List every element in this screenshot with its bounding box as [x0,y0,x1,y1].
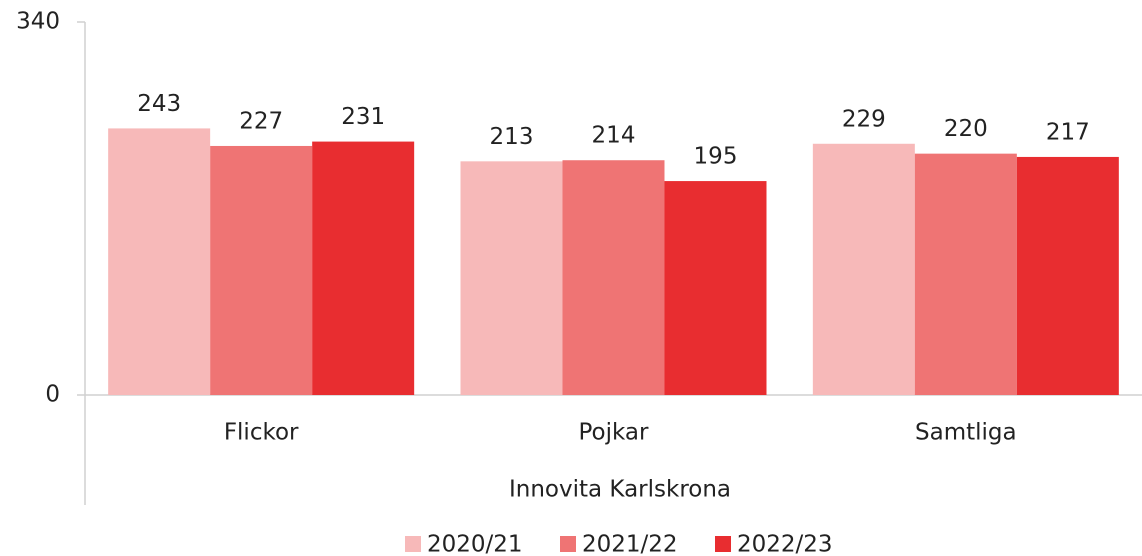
value-label: 231 [341,104,385,130]
bar [562,160,665,395]
value-label: 217 [1046,119,1090,145]
value-label: 243 [137,91,181,117]
legend-swatch [560,536,576,552]
bar [210,145,313,395]
bar [812,143,915,395]
legend-swatch [715,536,731,552]
bar [460,161,563,395]
legend-label: 2020/21 [427,532,523,556]
bar [312,141,415,395]
bar [914,153,1017,395]
x-tick-label: Samtliga [915,420,1017,446]
bar [664,181,767,395]
value-label: 213 [490,124,534,150]
bar [108,128,211,395]
x-tick-label: Pojkar [579,420,650,446]
value-label: 195 [694,144,738,170]
legend-label: 2021/22 [582,532,678,556]
legend-swatch [405,536,421,552]
value-label: 229 [842,106,886,132]
y-tick-label: 340 [16,9,60,35]
x-tick-label: Flickor [224,420,299,446]
value-label: 214 [592,123,636,149]
x-axis-title: Innovita Karlskrona [509,477,731,503]
bar [1016,156,1119,395]
value-label: 220 [944,116,988,142]
y-tick-label: 0 [45,382,60,408]
legend-label: 2022/23 [737,532,833,556]
value-label: 227 [239,108,283,134]
